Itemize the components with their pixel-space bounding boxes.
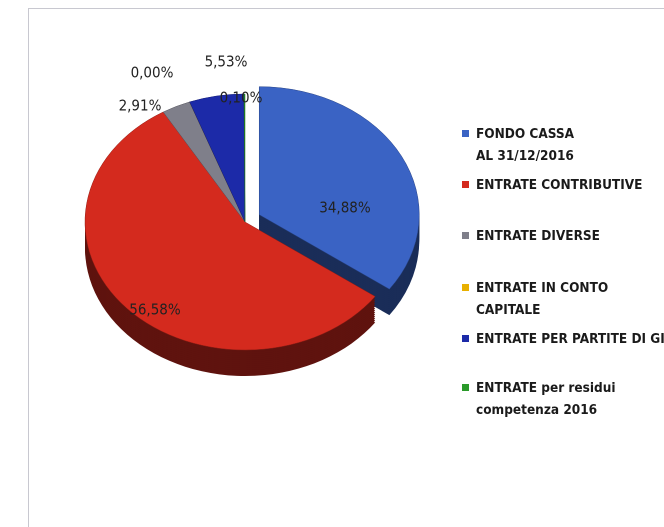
legend-item: ENTRATE per residui competenza 2016	[462, 377, 622, 421]
data-label: 0,10%	[220, 89, 263, 107]
chart-frame	[28, 8, 664, 527]
data-label: 34,88%	[319, 199, 371, 217]
legend-label: FONDO CASSA AL 31/12/2016	[476, 126, 575, 164]
legend-label: ENTRATE DIVERSE	[476, 228, 600, 244]
data-label: 5,53%	[205, 53, 248, 71]
legend-swatch	[462, 181, 469, 188]
legend-swatch	[462, 284, 469, 291]
data-label: 56,58%	[129, 301, 181, 319]
data-label: 0,00%	[131, 64, 174, 82]
legend-item: ENTRATE DIVERSE	[462, 225, 664, 247]
legend-swatch	[462, 335, 469, 342]
legend-item: ENTRATE PER PARTITE DI GIRO	[462, 328, 664, 350]
legend-swatch	[462, 384, 469, 391]
pie-slice	[243, 93, 246, 223]
legend-item: ENTRATE IN CONTO CAPITALE	[462, 277, 612, 321]
pie-slice	[84, 111, 376, 351]
legend-item: ENTRATE CONTRIBUTIVE	[462, 174, 664, 196]
legend-swatch	[462, 232, 469, 239]
legend-label: ENTRATE PER PARTITE DI GIRO	[476, 331, 664, 347]
legend-item: FONDO CASSA AL 31/12/2016	[462, 123, 587, 167]
legend-label: ENTRATE IN CONTO CAPITALE	[476, 280, 609, 318]
legend-label: ENTRATE CONTRIBUTIVE	[476, 177, 643, 193]
legend-swatch	[462, 130, 469, 137]
pie-slice	[258, 86, 420, 290]
data-label: 2,91%	[119, 97, 162, 115]
legend-label: ENTRATE per residui competenza 2016	[476, 380, 616, 418]
